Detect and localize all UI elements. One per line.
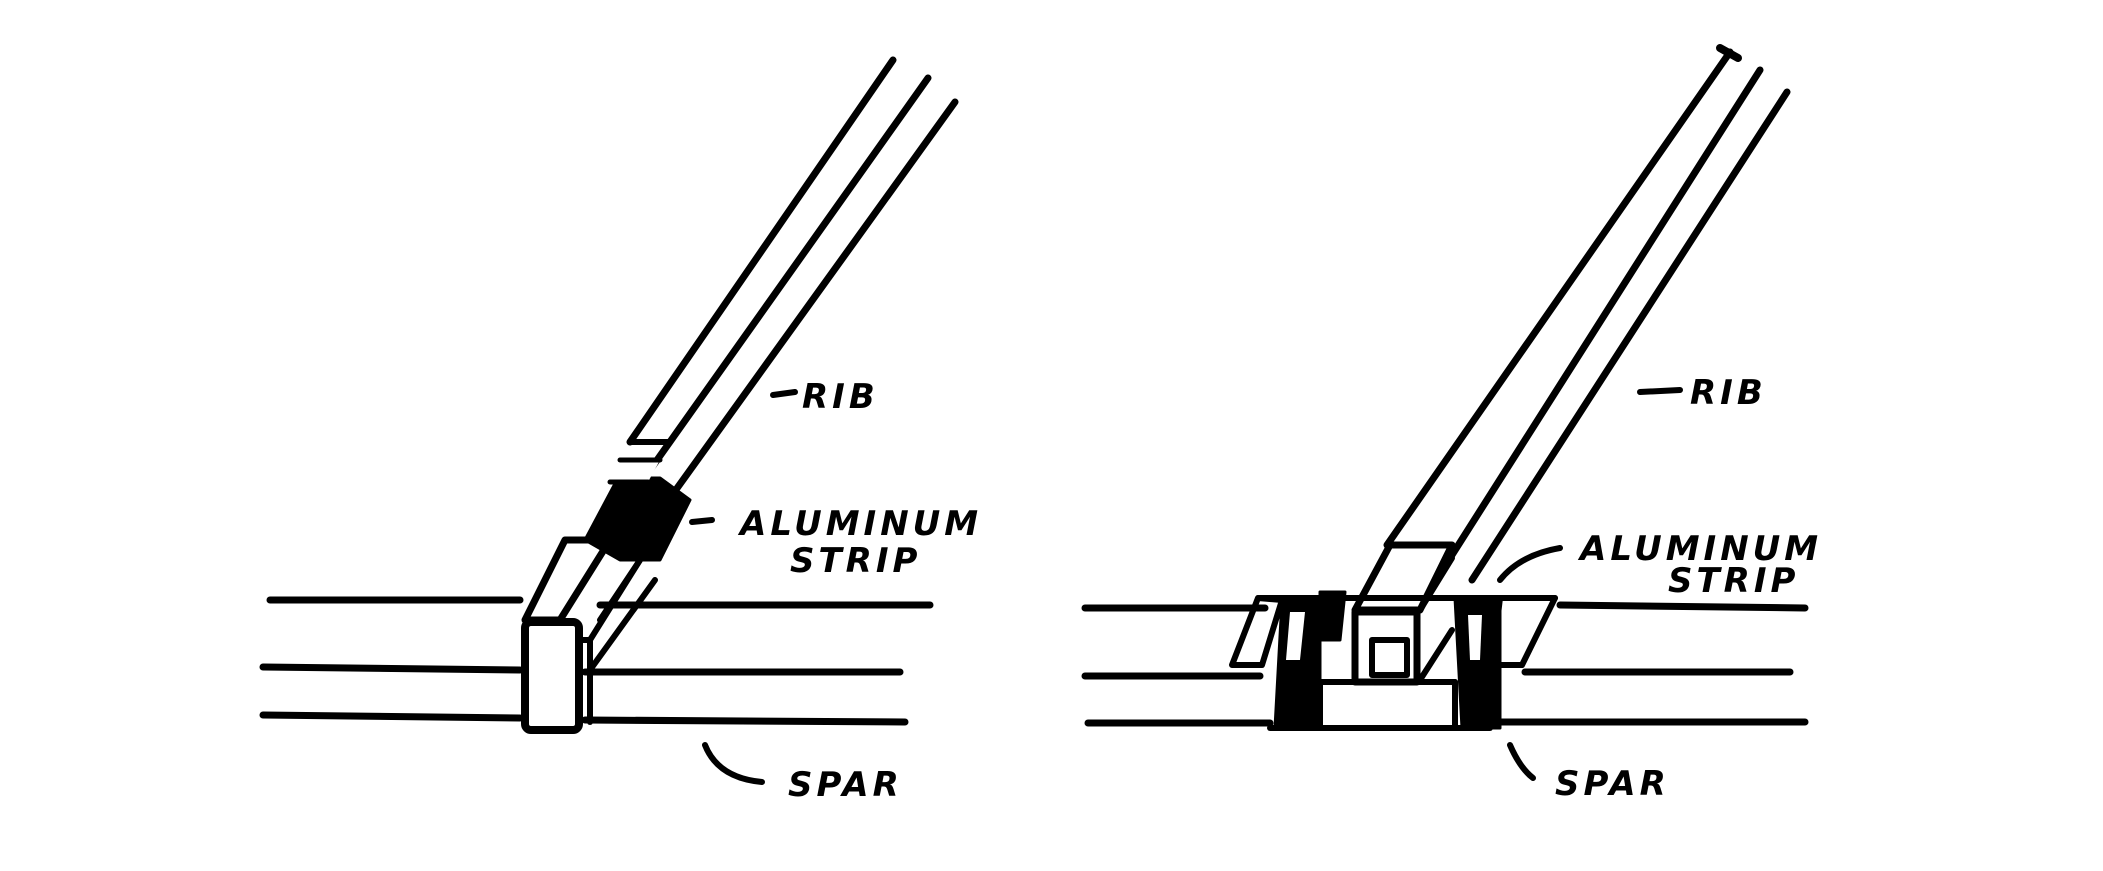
left-strip-label-line2: STRIP [790,541,921,581]
right-rib-label: RIB [1690,373,1767,413]
left-aluminum-strip [583,457,692,562]
right-spar-label: SPAR [1555,764,1670,804]
right-junction-block [1317,541,1458,731]
right-strip-label-line2: STRIP [1668,561,1799,601]
right-leaders [1497,387,1683,781]
left-rib [626,56,959,502]
left-strip-label-line1: ALUMINUM [737,504,982,544]
right-rib [1383,44,1791,584]
left-junction-block [521,536,658,734]
left-spar [259,596,934,726]
right-strip-label-line1: ALUMINUM [1577,529,1822,569]
left-figure: RIB ALUMINUM STRIP SPAR [259,56,982,805]
left-spar-label: SPAR [788,765,903,805]
right-spar [1081,601,1809,727]
right-aluminum-strip [1229,590,1558,731]
right-figure: RIB ALUMINUM STRIP SPAR [1081,44,1822,804]
left-leaders [689,389,798,785]
left-rib-label: RIB [802,377,879,417]
